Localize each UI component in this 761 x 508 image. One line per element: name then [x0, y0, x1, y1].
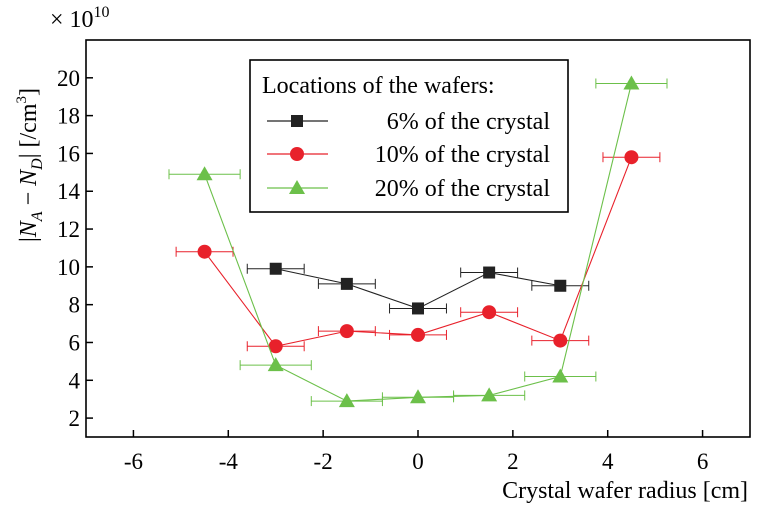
legend-label: 10% of the crystal: [375, 142, 551, 168]
data-point: [267, 357, 284, 372]
y-tick-label: 4: [69, 368, 81, 393]
multiplier-prefix: × 10: [50, 7, 94, 33]
data-point: [268, 339, 283, 354]
data-point: [482, 305, 497, 320]
y-tick-label: 20: [57, 66, 80, 91]
series-group: [175, 150, 661, 354]
x-tick-label: 2: [507, 449, 519, 474]
legend-box: [249, 59, 569, 213]
data-point: [410, 389, 426, 404]
x-tick-label: 4: [602, 449, 614, 474]
y-axis-title: |NA − ND| [/cm3]: [14, 88, 46, 242]
data-point: [623, 75, 640, 90]
legend-entries: 6% of the crystal 10% of the crystal 20% o…: [267, 109, 550, 202]
series-group: [246, 262, 590, 315]
y-title-close: | [/cm: [16, 103, 42, 158]
y-tick-label: 8: [69, 293, 81, 318]
data-point: [340, 277, 353, 290]
y-tick-label: 12: [57, 217, 80, 242]
data-point: [553, 333, 568, 348]
data-point: [552, 368, 569, 383]
y-tick-label: 14: [57, 179, 81, 204]
x-tick-label: -4: [219, 449, 239, 474]
y-title-end: ]: [16, 88, 42, 96]
data-point: [412, 302, 424, 315]
legend-title: Locations of the wafers:: [262, 73, 495, 99]
legend-marker: [291, 115, 303, 127]
data-point: [269, 262, 282, 275]
x-tick-label: -2: [314, 449, 333, 474]
y-title-minus: −: [16, 186, 42, 212]
y-title-n-a: N: [16, 219, 42, 238]
x-tick-label: 6: [697, 449, 709, 474]
y-tick-label: 2: [69, 406, 81, 431]
data-point: [624, 150, 639, 165]
x-axis-title: Crystal wafer radius [cm]: [502, 478, 748, 504]
data-point: [481, 387, 498, 402]
y-title-sub-a: A: [29, 211, 46, 222]
data-point: [411, 327, 425, 342]
data-point: [338, 393, 355, 408]
legend-label: 6% of the crystal: [387, 109, 551, 135]
y-title-sup: 3: [14, 96, 30, 104]
legend-marker: [289, 180, 305, 194]
series-layer: [168, 75, 668, 408]
data-point: [196, 166, 213, 181]
y-axis-multiplier: × 1010: [50, 4, 110, 33]
data-point: [197, 244, 212, 259]
data-point: [554, 279, 567, 292]
y-title-n-d: N: [16, 168, 42, 187]
axis-ticks: -6 -4 -2 0 2 4 6 2 4 6 8 10 12 14 16 18 20: [57, 66, 708, 474]
y-title-sub-d: D: [29, 158, 46, 171]
y-tick-label: 6: [69, 330, 81, 355]
legend: Locations of the wafers: 6% of the cryst…: [249, 59, 569, 213]
legend-marker: [290, 147, 304, 161]
data-point: [483, 266, 496, 279]
y-tick-label: 16: [57, 141, 80, 166]
data-point: [339, 324, 354, 339]
x-tick-label: -6: [124, 449, 143, 474]
y-tick-label: 10: [57, 255, 80, 280]
legend-label: 20% of the crystal: [375, 176, 551, 202]
x-tick-label: 0: [412, 449, 424, 474]
y-title-open: |: [16, 237, 42, 242]
multiplier-exponent: 10: [94, 4, 110, 21]
series-group: [168, 75, 668, 408]
y-tick-label: 18: [57, 104, 80, 129]
